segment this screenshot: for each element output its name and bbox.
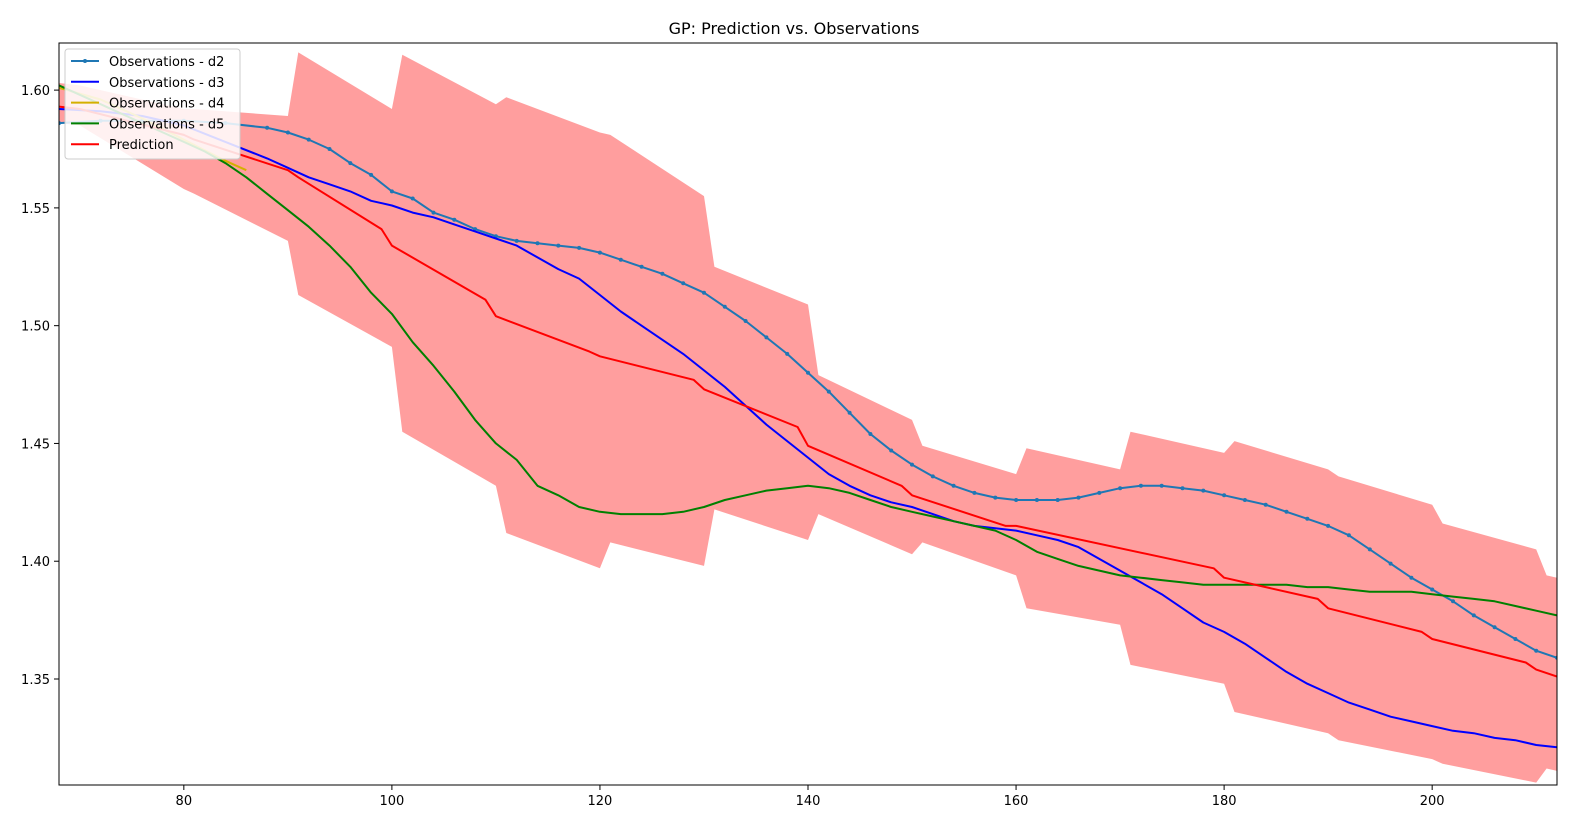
y-tick-label: 1.35 [21,673,50,688]
series-point-0 [1471,613,1476,618]
series-point-0 [847,410,852,415]
series-point-0 [951,483,956,488]
series-point-0 [1242,498,1247,502]
series-point-0 [826,389,831,394]
series-point-0 [577,245,582,250]
series-point-0 [369,172,374,177]
series-point-0 [306,137,311,142]
series-point-0 [1118,486,1123,491]
x-tick-label: 100 [379,794,404,809]
series-line-3 [59,84,1557,617]
series-point-0 [1138,483,1143,488]
series-point-0 [660,271,665,276]
series-point-0 [1534,648,1539,653]
series-point-0 [1097,490,1102,495]
x-tick-label: 200 [1420,794,1445,809]
series-point-0 [681,281,686,286]
series-point-0 [889,448,894,453]
x-tick-label: 140 [796,794,821,809]
series-point-0 [1388,561,1393,566]
legend: Observations - d2 Observations - d3 Observ… [64,48,241,160]
x-tick-label: 80 [176,794,193,809]
series-point-0 [639,264,644,269]
series-point-0 [1263,502,1268,507]
series-point-0 [1305,516,1310,521]
series-point-0 [452,217,457,222]
y-tick-label: 1.60 [21,84,50,99]
x-tick-label: 180 [1212,794,1237,809]
legend-label: Observations - d3 [109,76,224,91]
series-point-0 [1222,493,1227,498]
series-point-0 [930,474,935,479]
series-point-0 [1492,625,1497,630]
series-line-4 [59,105,1557,678]
x-tick-label: 120 [588,794,613,809]
legend-label: Observations - d5 [109,117,224,132]
legend-label: Observations - d2 [109,55,224,70]
series-line-1 [59,108,1557,749]
series-point-0 [743,319,748,323]
y-tick-label: 1.55 [21,202,50,217]
series-point-0 [1451,599,1455,604]
y-tick-label: 1.45 [21,437,50,452]
series-point-0 [972,490,977,495]
legend-box [64,48,241,160]
series-point-0 [764,335,769,340]
series-point-0 [1014,498,1019,502]
series-point-0 [1430,587,1435,592]
y-tick-label: 1.40 [21,555,50,570]
series-point-0 [1076,495,1081,500]
series-point-0 [389,189,394,194]
series-point-0 [535,241,540,246]
series-point-0 [348,161,353,166]
series-point-0 [1367,547,1372,552]
series-point-0 [327,147,332,151]
series-point-0 [993,495,998,500]
series-point-0 [1409,575,1414,580]
series-point-0 [868,432,873,436]
legend-label: Observations - d4 [109,97,224,112]
series-point-0 [1201,488,1206,493]
x-tick-label: 160 [1004,794,1029,809]
legend-marker [83,59,87,63]
series-point-0 [1326,523,1331,528]
series-point-0 [618,257,623,262]
chart-title: GP: Prediction vs. Observations [669,19,920,38]
legend-label: Prediction [109,138,174,153]
series-point-0 [597,250,602,255]
series-line-0 [59,119,1557,659]
series-point-0 [910,462,914,467]
series-point-0 [1284,509,1289,514]
series-point-0 [265,125,270,130]
series-point-0 [702,290,706,295]
series-point-0 [556,243,561,248]
series-point-0 [1513,637,1518,641]
series-point-0 [285,130,290,135]
confidence-band [59,52,1557,783]
series-point-0 [1180,486,1185,491]
series-point-0 [785,351,790,356]
series-point-0 [806,370,810,375]
series-point-0 [1034,498,1039,502]
y-tick-label: 1.50 [21,320,50,335]
series-point-0 [431,210,436,215]
series-point-0 [1346,533,1351,538]
series-point-0 [514,238,519,243]
series-point-0 [1159,483,1164,488]
series-point-0 [1055,498,1060,502]
series-point-0 [410,196,415,201]
series-point-0 [722,304,727,309]
